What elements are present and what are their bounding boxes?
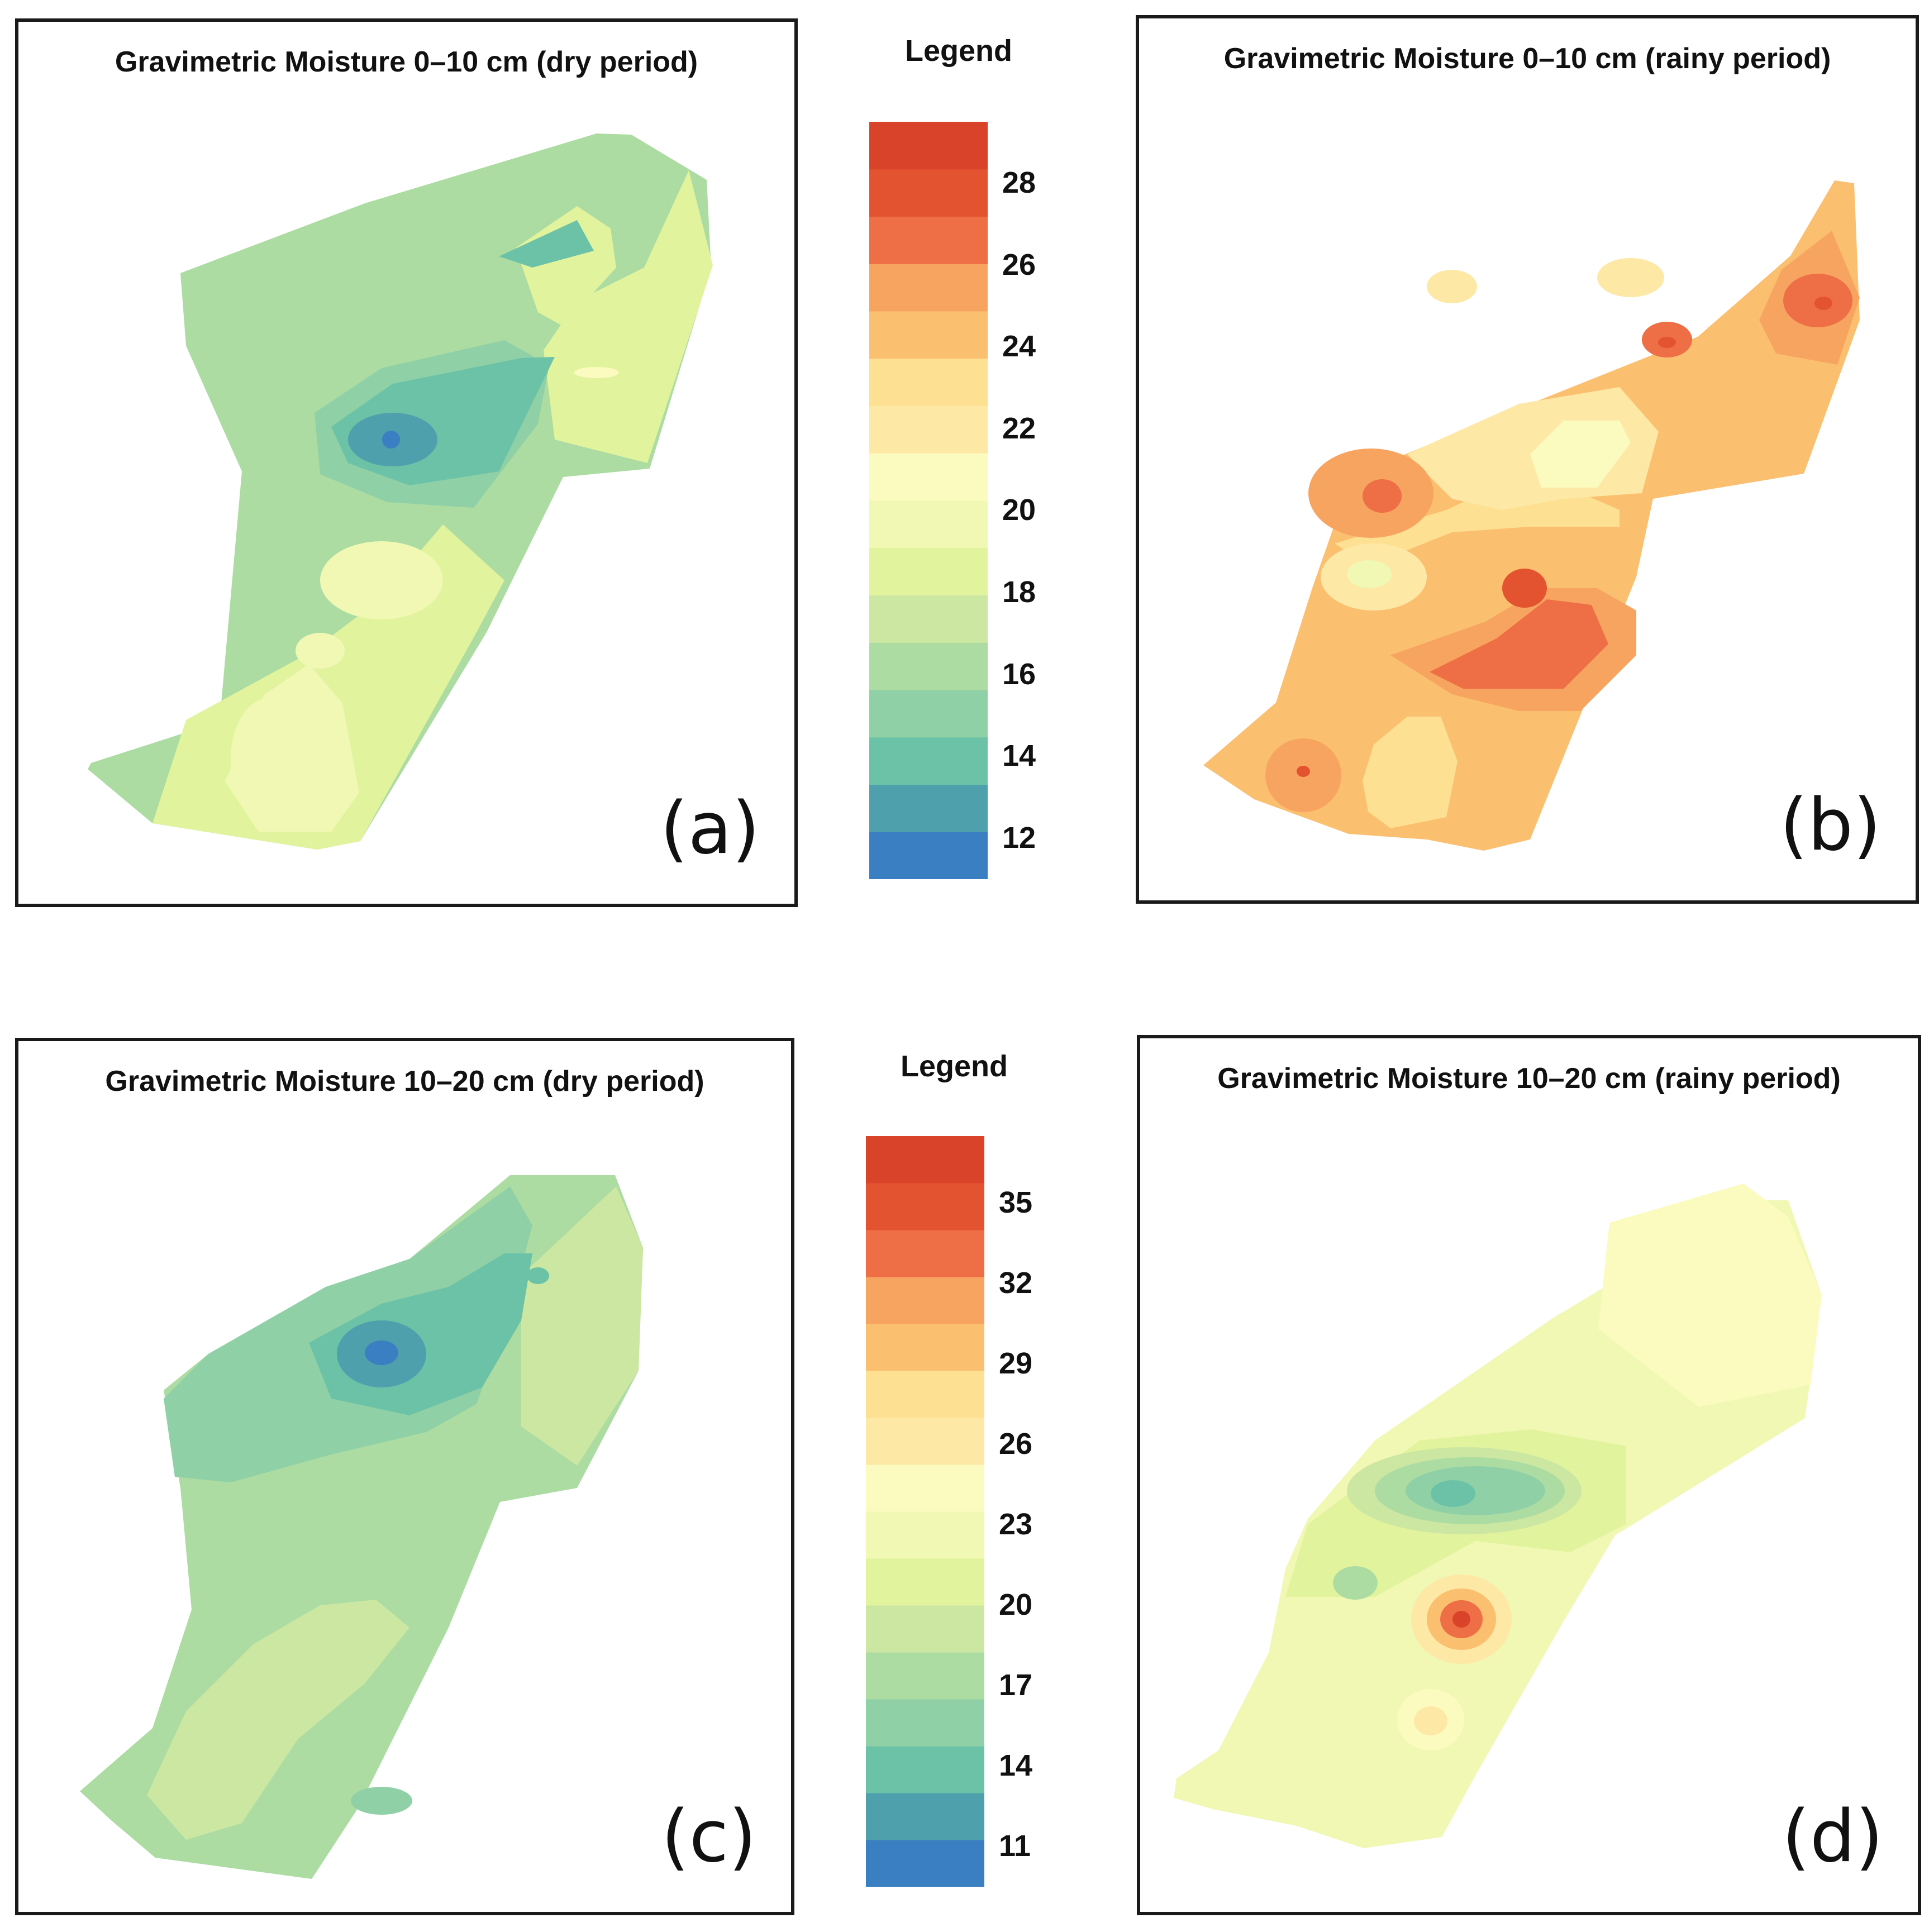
legend-top-tick: 12 <box>1002 820 1036 855</box>
legend-bottom-swatch <box>866 1230 984 1277</box>
legend-bottom-swatch <box>866 1511 984 1559</box>
map-panel-b: Gravimetric Moisture 0–10 cm (rainy peri… <box>1136 15 1919 904</box>
legend-top-swatch <box>869 453 988 501</box>
legend-top-swatch <box>869 406 988 454</box>
legend-bottom-tick: 32 <box>999 1266 1033 1300</box>
legend-bottom-tick: 14 <box>999 1749 1033 1782</box>
map-panel-c: Gravimetric Moisture 10–20 cm (dry perio… <box>15 1038 794 1915</box>
legend-top-title: Legend <box>905 34 1013 68</box>
panel-b-letter: (b) <box>1779 784 1881 867</box>
legend-bottom-tick: 20 <box>999 1588 1033 1621</box>
legend-bottom-swatch <box>866 1324 984 1371</box>
legend-top-tick: 24 <box>1002 330 1036 364</box>
legend-top-swatch <box>869 547 988 595</box>
legend-bottom-swatch <box>866 1558 984 1606</box>
legend-bottom-swatch <box>866 1371 984 1418</box>
map-panel-d: Gravimetric Moisture 10–20 cm (rainy per… <box>1137 1035 1921 1915</box>
legend-bottom-swatch <box>866 1746 984 1793</box>
panel-c-title: Gravimetric Moisture 10–20 cm (dry perio… <box>105 1065 704 1098</box>
legend-top-tick: 18 <box>1002 575 1036 609</box>
moisture-map-d <box>1174 1184 1822 1848</box>
legend-top-swatch <box>869 216 988 264</box>
legend-bottom-swatch <box>866 1136 984 1184</box>
legend-top-swatch <box>869 690 988 738</box>
legend-bottom-swatch <box>866 1277 984 1324</box>
map-panel-a: Gravimetric Moisture 0–10 cm (dry period… <box>15 18 798 907</box>
panel-d-title: Gravimetric Moisture 10–20 cm (rainy per… <box>1217 1062 1841 1095</box>
legend-top-swatch <box>869 264 988 312</box>
legend-bottom-swatch <box>866 1793 984 1840</box>
legend-top-swatch <box>869 169 988 217</box>
legend-bottom-swatch <box>866 1840 984 1887</box>
legend-top-swatch <box>869 311 988 359</box>
legend-top-swatch <box>869 595 988 643</box>
legend-top-swatch <box>869 737 988 785</box>
legend-bottom-colorbar <box>866 1136 984 1887</box>
legend-top-swatch <box>869 784 988 832</box>
legend-bottom-swatch <box>866 1605 984 1653</box>
legend-bottom-swatch <box>866 1418 984 1465</box>
panel-c-letter: (c) <box>661 1795 756 1878</box>
legend-top-swatch <box>869 122 988 170</box>
legend-top-tick: 16 <box>1002 657 1036 691</box>
panel-a-title: Gravimetric Moisture 0–10 cm (dry period… <box>115 46 698 78</box>
panel-a-letter: (a) <box>660 787 760 870</box>
legend-top-swatch <box>869 642 988 690</box>
moisture-map-c <box>80 1175 643 1879</box>
panel-b-title: Gravimetric Moisture 0–10 cm (rainy peri… <box>1223 42 1831 75</box>
legend-top: Legend 28 26 24 22 20 18 16 14 12 <box>838 28 1073 910</box>
legend-bottom-tick: 29 <box>999 1347 1033 1380</box>
legend-top-swatch <box>869 832 988 879</box>
legend-bottom: Legend 35 32 29 26 23 20 17 14 11 <box>838 1044 1073 1916</box>
legend-bottom-tick: 23 <box>999 1508 1033 1541</box>
legend-bottom-tick: 17 <box>999 1668 1033 1702</box>
legend-bottom-swatch <box>866 1464 984 1512</box>
moisture-map-b <box>1203 180 1860 851</box>
legend-top-swatch <box>869 358 988 406</box>
moisture-map-a <box>88 133 713 850</box>
legend-top-colorbar <box>869 122 988 879</box>
legend-bottom-tick: 35 <box>999 1186 1033 1219</box>
legend-top-swatch <box>869 500 988 548</box>
legend-top-tick: 22 <box>1002 411 1036 445</box>
legend-bottom-tick: 11 <box>999 1829 1031 1863</box>
legend-top-tick: 20 <box>1002 493 1036 527</box>
legend-bottom-title: Legend <box>901 1050 1008 1083</box>
legend-bottom-swatch <box>866 1652 984 1700</box>
legend-top-tick: 28 <box>1002 165 1036 199</box>
legend-top-tick: 14 <box>1002 739 1036 773</box>
legend-top-tick: 26 <box>1002 247 1036 282</box>
legend-bottom-tick: 26 <box>999 1427 1033 1461</box>
legend-bottom-swatch <box>866 1183 984 1230</box>
legend-bottom-swatch <box>866 1699 984 1747</box>
panel-d-letter: (d) <box>1782 1795 1883 1878</box>
